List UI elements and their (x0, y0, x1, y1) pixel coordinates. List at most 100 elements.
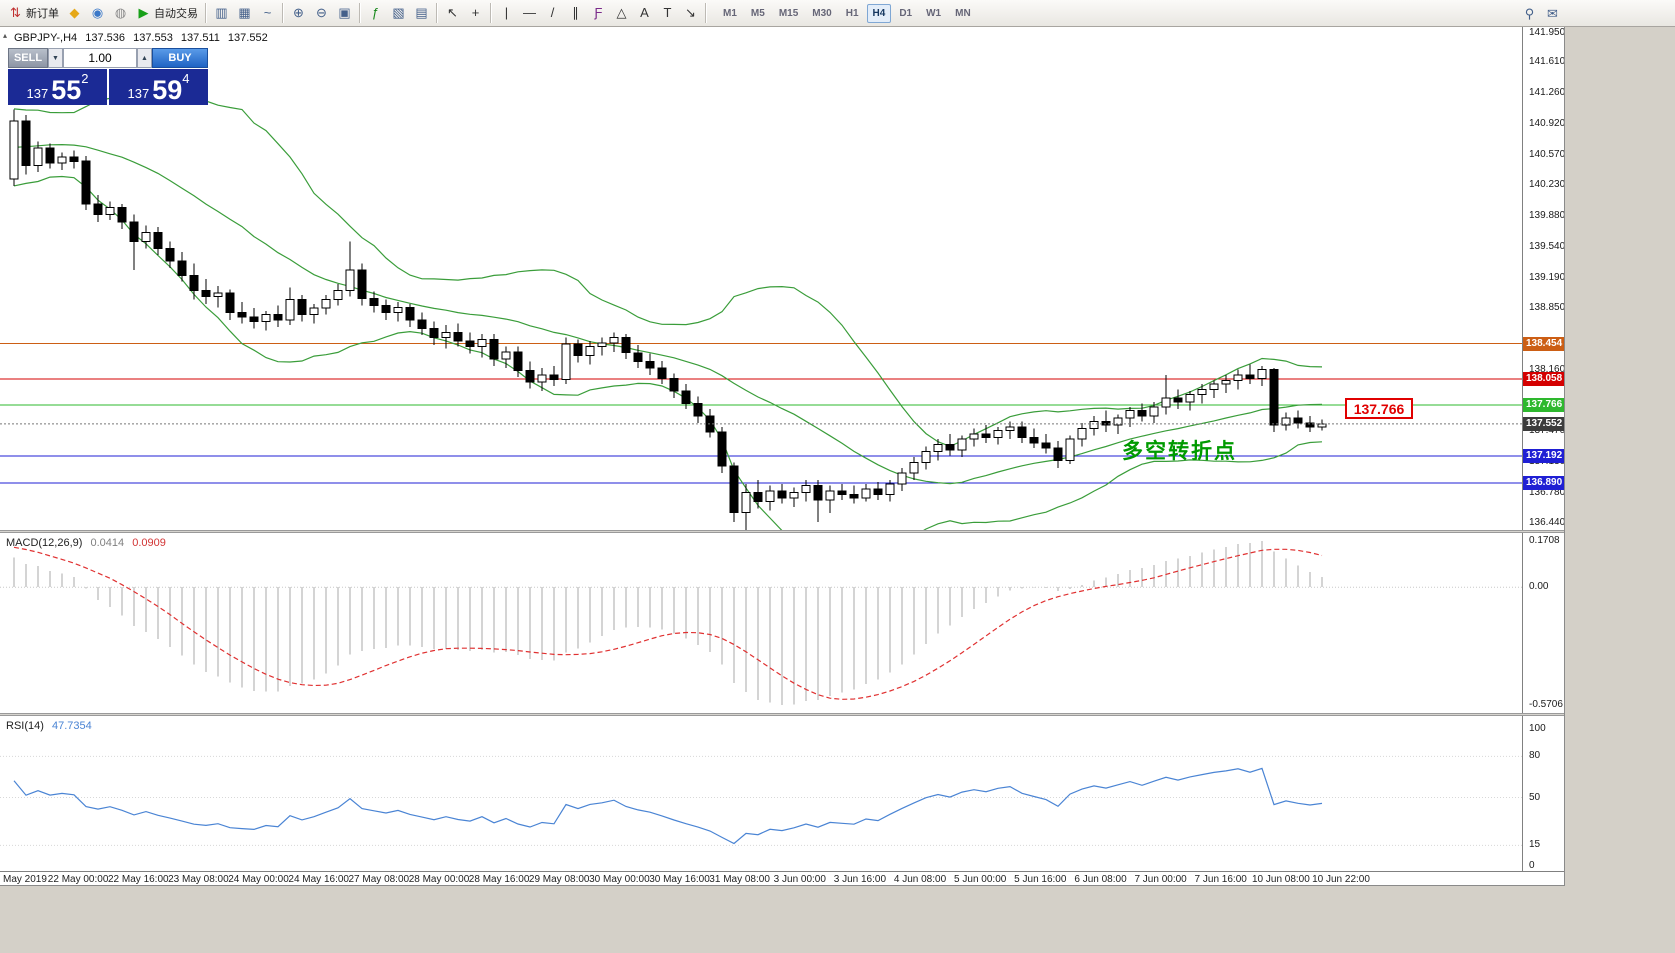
macd-indicator-pane[interactable] (0, 533, 1522, 713)
text-label-button[interactable]: T (656, 2, 679, 24)
autotrading-button-label: 自动交易 (154, 8, 198, 20)
horizontal-line-button[interactable]: — (518, 2, 541, 24)
volume-input[interactable] (63, 48, 137, 68)
new-chart-button[interactable]: ▧ (387, 2, 410, 24)
diamond-icon: ◆ (69, 5, 80, 20)
sell-price-big-digits: 55 (51, 75, 82, 105)
timeframe-w1-button[interactable]: W1 (926, 7, 942, 19)
macd-label: MACD(12,26,9) 0.0414 0.0909 (6, 537, 166, 549)
templates-button[interactable]: ▤ (410, 2, 433, 24)
trendline-button[interactable]: / (541, 2, 564, 24)
arrow-object-icon: ↘ (685, 5, 696, 20)
volume-increase-button[interactable]: ▲ (137, 48, 152, 68)
trade-panel-prices: 137 55 2 137 59 4 (8, 69, 208, 105)
time-axis-label: 22 May 00:00 (47, 874, 109, 885)
timeframe-h1-button[interactable]: H1 (845, 7, 859, 19)
timeframe-h4-button[interactable]: H4 (866, 3, 892, 23)
rsi-scale-label: 50 (1529, 791, 1541, 803)
cursor-button[interactable]: ↖ (441, 2, 464, 24)
pane-separator[interactable] (0, 530, 1564, 533)
price-tick-label: 140.570 (1529, 148, 1565, 160)
chat-icon: ✉ (1547, 5, 1558, 21)
collapse-arrow-icon[interactable]: ▴ (3, 31, 8, 40)
time-axis-label: 7 Jun 00:00 (1134, 874, 1187, 885)
buy-button[interactable]: BUY (152, 48, 208, 68)
new-order-button-label: 新订单 (26, 8, 59, 20)
price-tick-label: 139.540 (1529, 240, 1565, 252)
arrows-button[interactable]: ↘ (679, 2, 702, 24)
channel-icon: ∥ (572, 5, 579, 20)
crosshair-button[interactable]: + (464, 2, 487, 24)
price-chart[interactable] (0, 27, 1522, 530)
cursor-icon: ↖ (447, 5, 458, 20)
time-axis-label: 24 May 16:00 (288, 874, 349, 885)
timeframe-m30-button[interactable]: M30 (812, 7, 832, 19)
line-chart-icon: ~ (263, 5, 272, 20)
chart-high-value: 137.553 (133, 32, 173, 44)
toolbar-separator (359, 3, 361, 23)
chart-close-value: 137.552 (227, 32, 268, 44)
hline-price-label: 137.192 (1523, 448, 1564, 463)
one-click-trading-panel: SELL ▼ ▲ BUY 137 55 2 137 59 4 (8, 48, 208, 105)
buy-price-big-digits: 59 (152, 75, 183, 105)
chart-low-value: 137.511 (180, 32, 220, 44)
text-button[interactable]: A (633, 2, 656, 24)
volume-decrease-button[interactable]: ▼ (48, 48, 63, 68)
line-chart-button[interactable]: ~ (256, 2, 279, 24)
time-axis-label: 3 Jun 00:00 (773, 874, 826, 885)
tile-windows-button[interactable]: ▣ (333, 2, 356, 24)
timeframe-m1-button[interactable]: M1 (723, 7, 737, 19)
rsi-label: RSI(14) 47.7354 (6, 720, 92, 732)
price-scale[interactable]: 141.950 141.610 141.260 140.920 140.570 140.2… (1522, 27, 1565, 872)
shapes-button[interactable]: △ (610, 2, 633, 24)
buy-price-display[interactable]: 137 59 4 (109, 69, 208, 105)
timeframe-mn-button[interactable]: MN (955, 7, 971, 19)
zoom-out-button[interactable]: ⊖ (310, 2, 333, 24)
candlestick-chart-button[interactable]: ▦ (233, 2, 256, 24)
turning-point-annotation[interactable]: 多空转折点 (1122, 440, 1237, 463)
fibonacci-button[interactable]: Ƒ (587, 2, 610, 24)
community-button[interactable]: ◉ (86, 2, 109, 24)
price-tick-label: 141.260 (1529, 87, 1565, 99)
sell-price-display[interactable]: 137 55 2 (8, 69, 107, 105)
price-tick-label: 136.780 (1529, 486, 1565, 498)
price-tick-label: 138.850 (1529, 302, 1565, 314)
play-icon: ▶ (138, 5, 149, 20)
timeframe-m5-button[interactable]: M5 (750, 7, 765, 19)
time-axis-label: 27 May 08:00 (348, 874, 410, 885)
mql5-market-button[interactable]: ◆ (63, 2, 86, 24)
buy-price-pip-digit: 4 (182, 71, 190, 86)
time-axis-label: 6 Jun 08:00 (1074, 874, 1127, 885)
time-axis-label: 5 Jun 16:00 (1014, 874, 1067, 885)
zoom-in-icon: ⊕ (293, 5, 304, 20)
channel-button[interactable]: ∥ (564, 2, 587, 24)
timeframe-m15-button[interactable]: M15 (778, 7, 799, 19)
vertical-line-button[interactable]: | (495, 2, 518, 24)
price-tick-label: 136.440 (1529, 517, 1565, 528)
sell-price-pip-digit: 2 (81, 71, 89, 86)
indicators-button[interactable]: ƒ (364, 2, 387, 24)
time-axis-label: 7 Jun 16:00 (1194, 874, 1247, 885)
time-axis-label: 22 May 16:00 (107, 874, 169, 885)
fibonacci-icon: Ƒ (594, 5, 603, 20)
autotrading-button[interactable]: ▶ 自动交易 (132, 2, 202, 24)
chat-button[interactable]: ✉ (1541, 3, 1564, 25)
price-tick-label: 140.920 (1529, 117, 1565, 129)
timeframe-d1-button[interactable]: D1 (899, 7, 913, 19)
new-order-button[interactable]: ⇅ 新订单 (4, 2, 63, 24)
search-button[interactable]: ⚲ (1518, 3, 1541, 25)
rsi-indicator-pane[interactable] (0, 716, 1522, 871)
macd-scale-zero-label: 0.00 (1529, 581, 1549, 593)
notifications-button[interactable]: ◍ (109, 2, 132, 24)
time-axis-label: 5 Jun 00:00 (954, 874, 1007, 885)
sell-button[interactable]: SELL (8, 48, 48, 68)
bar-chart-button[interactable]: ▥ (210, 2, 233, 24)
price-tick-label: 139.190 (1529, 271, 1565, 283)
pane-separator[interactable] (0, 713, 1564, 716)
zoom-in-button[interactable]: ⊕ (287, 2, 310, 24)
price-annotation-box[interactable]: 137.766 (1345, 398, 1413, 419)
time-axis-label: 10 Jun 08:00 (1251, 874, 1310, 885)
time-axis-label: 21 May 2019 (0, 874, 47, 885)
time-axis-label: 28 May 16:00 (468, 874, 530, 885)
